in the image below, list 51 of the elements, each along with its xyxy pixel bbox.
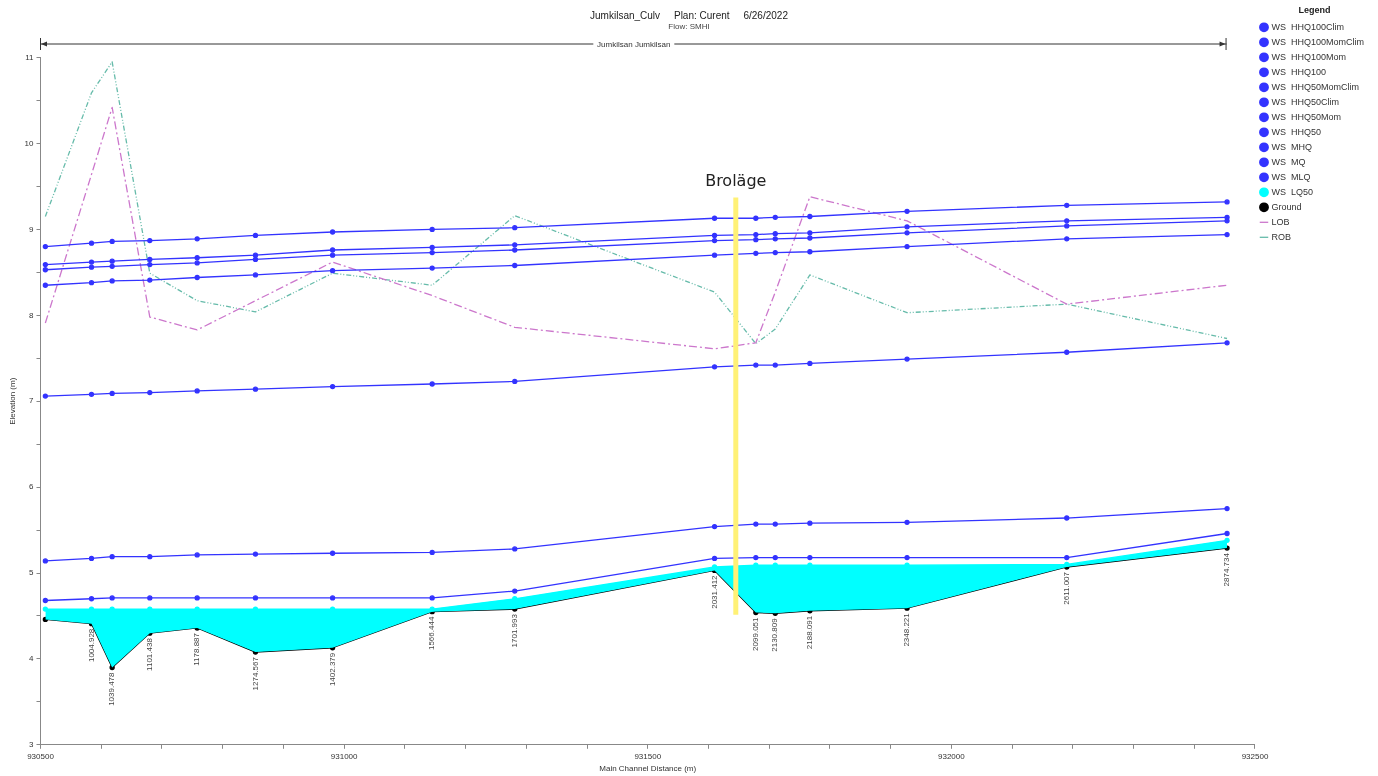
y-tick-label: 7 bbox=[29, 396, 35, 406]
y-axis-title: Elevation (m) bbox=[8, 377, 17, 425]
x-tick-label: 931000 bbox=[330, 751, 359, 761]
y-tick-label: 8 bbox=[29, 310, 35, 320]
legend-label: Ground bbox=[1271, 201, 1302, 212]
annotation: 2099.051 bbox=[751, 616, 761, 651]
x-axis-title: Main Channel Distance (m) bbox=[599, 764, 697, 774]
y-tick-label: 3 bbox=[29, 740, 35, 749]
y-tick-label: 10 bbox=[24, 138, 35, 148]
annotation: 2130.809 bbox=[770, 617, 780, 652]
legend-label: WS HHQ50Clim bbox=[1271, 96, 1340, 107]
legend-label: WS MQ bbox=[1271, 156, 1306, 167]
legend-label: ROB bbox=[1271, 231, 1292, 242]
ref-line-label: Broläge bbox=[705, 170, 767, 190]
annotation: 1178.887 bbox=[192, 632, 202, 666]
annotation: 1101.438 bbox=[145, 637, 155, 671]
y-tick-label: 9 bbox=[29, 224, 35, 234]
y-tick-label: 5 bbox=[29, 568, 35, 578]
y-tick-label: 4 bbox=[29, 654, 35, 664]
annotation: 1566.444 bbox=[427, 616, 437, 651]
legend-label: WS HHQ100Mom bbox=[1271, 51, 1347, 62]
annotation: 2611.007 bbox=[1061, 571, 1071, 605]
annotation: 2874.734 bbox=[1222, 552, 1232, 587]
legend-label: LOB bbox=[1271, 216, 1290, 227]
x-tick-label: 932000 bbox=[938, 751, 966, 761]
annotation: 2031.412 bbox=[709, 574, 719, 609]
chart-title: Jumkilsan_Culv Plan: Curent 6/26/2022 bbox=[590, 9, 789, 21]
legend-label: WS HHQ100Clim bbox=[1271, 21, 1345, 32]
annotation: 1402.379 bbox=[327, 652, 337, 687]
legend-label: WS HHQ50 bbox=[1271, 126, 1322, 137]
annotation: 2188.091 bbox=[805, 615, 815, 650]
x-tick-label: 930500 bbox=[27, 751, 55, 761]
legend-title: Legend bbox=[1298, 4, 1331, 15]
annotation: 1039.478 bbox=[107, 671, 117, 706]
text: Jumkilsan Jumkilsan bbox=[593, 39, 675, 49]
legend-label: WS HHQ50Mom bbox=[1271, 111, 1342, 122]
legend-label: WS HHQ100 bbox=[1271, 66, 1327, 77]
annotation: 1274.567 bbox=[250, 656, 260, 691]
x-tick-label: 932500 bbox=[1241, 751, 1269, 761]
legend-label: WS HHQ50MomClim bbox=[1271, 81, 1360, 92]
y-tick-label: 6 bbox=[29, 482, 35, 492]
legend-label: WS MHQ bbox=[1271, 141, 1312, 152]
legend-label: WS HHQ100MomClim bbox=[1271, 36, 1365, 47]
annotation: 1004.928 bbox=[86, 628, 96, 663]
annotation: 1701.993 bbox=[509, 613, 519, 648]
x-tick-label: 931500 bbox=[634, 751, 662, 761]
annotation: 2348.221 bbox=[902, 612, 912, 647]
legend-label: WS MLQ bbox=[1271, 171, 1311, 182]
legend-label: WS LQ50 bbox=[1271, 186, 1314, 197]
y-tick-label: 11 bbox=[25, 52, 35, 62]
chart-subtitle: Flow: SMHI bbox=[668, 22, 710, 31]
